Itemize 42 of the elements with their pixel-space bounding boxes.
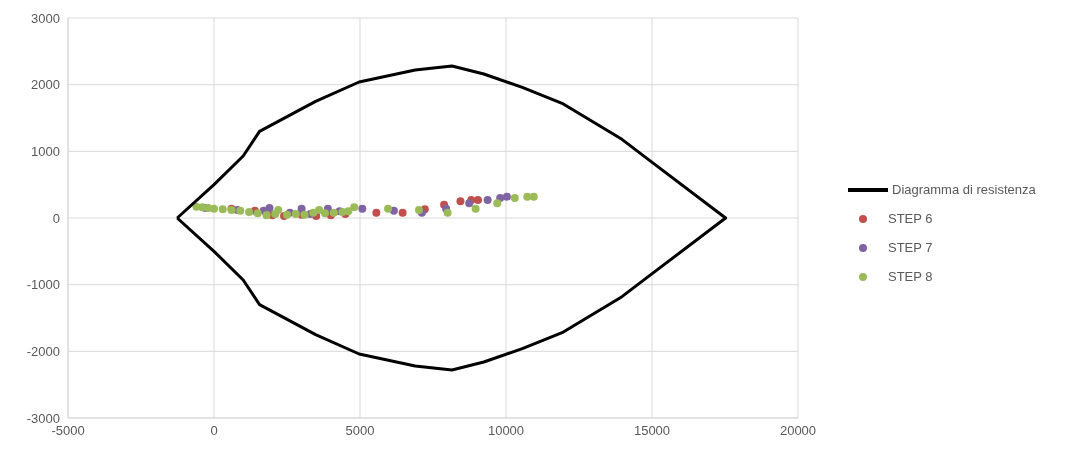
point [493, 199, 502, 208]
legend-label: STEP 6 [888, 211, 933, 226]
legend-label: STEP 7 [888, 240, 933, 255]
y-tick-label: 1000 [31, 143, 60, 159]
y-tick-label: 3000 [31, 10, 60, 26]
point [315, 206, 324, 214]
point [443, 208, 452, 217]
point [372, 208, 381, 217]
x-tick-label: 15000 [633, 423, 671, 439]
point [465, 199, 474, 208]
point [473, 196, 482, 204]
point [398, 208, 407, 217]
point [320, 209, 329, 218]
y-tick-label: 2000 [31, 77, 60, 93]
point [265, 204, 274, 212]
point [456, 197, 465, 206]
y-tick-label: 0 [52, 210, 60, 226]
x-tick-label: 5000 [345, 423, 375, 439]
point [483, 196, 492, 204]
point [523, 192, 532, 201]
point [245, 208, 254, 216]
point [510, 194, 519, 202]
legend-label: STEP 8 [888, 269, 933, 284]
text: Diagramma di resistenza [892, 182, 1036, 197]
point [529, 192, 538, 201]
point [262, 211, 271, 220]
x-tick-label: 20000 [779, 423, 817, 439]
y-tick-label: -3000 [26, 410, 60, 426]
x-tick-label: 10000 [487, 423, 525, 439]
point [471, 204, 480, 213]
y-tick-label: -1000 [26, 277, 60, 293]
x-tick-label: -5000 [51, 423, 85, 439]
point [384, 204, 393, 213]
point [210, 204, 218, 213]
point [502, 192, 511, 201]
y-tick-label: -2000 [26, 343, 60, 359]
x-tick-label: 0 [210, 423, 218, 439]
point [291, 210, 300, 218]
point [274, 206, 283, 214]
point [218, 205, 227, 214]
point [350, 203, 359, 212]
point [358, 204, 367, 213]
